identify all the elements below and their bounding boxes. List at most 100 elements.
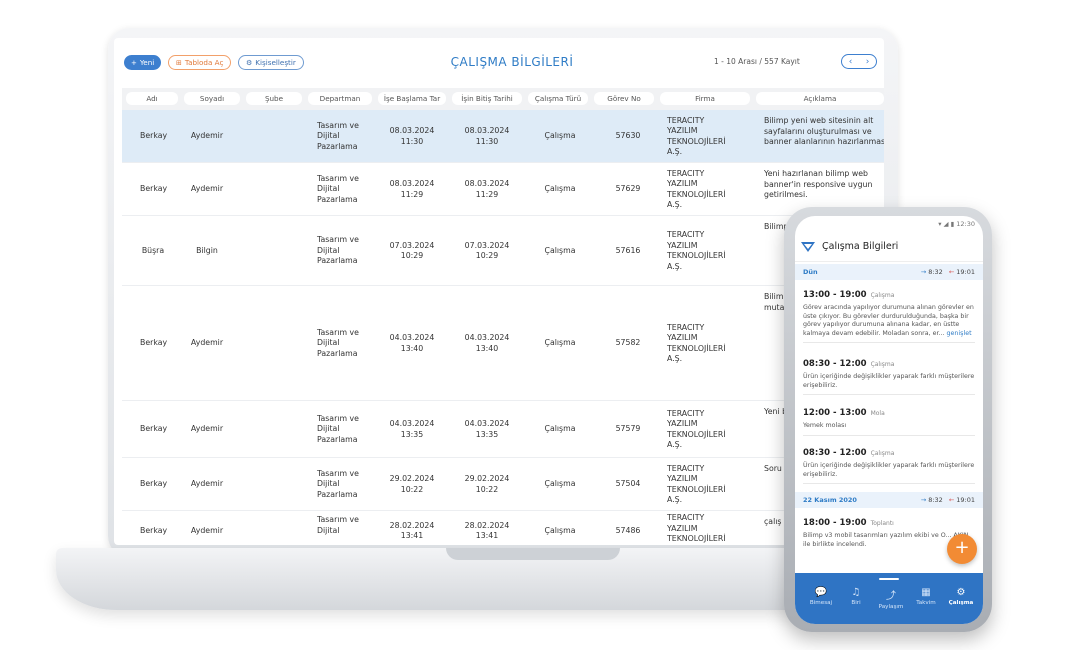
entry-description: Görev aracında yapılıyor durumuna alınan… — [803, 304, 974, 337]
sheet-handle[interactable] — [879, 578, 899, 580]
work-entry[interactable]: 08:30 - 12:00 Çalışma Ürün içeriğinde değ… — [803, 448, 975, 484]
cell-dep: Tasarım ve Dijital Pazarlama — [317, 173, 359, 204]
cell-bas: 04.03.2024 13:35 — [389, 419, 435, 439]
cell-soyad: Aydemir — [190, 525, 224, 535]
share-icon: ⤴ — [886, 591, 896, 602]
column-header[interactable]: Adı — [126, 92, 178, 105]
cell-ad: Berkay — [140, 338, 168, 348]
cell-gorev: 57629 — [615, 184, 641, 194]
nav-item-calisma[interactable]: ⚙ Çalışma — [943, 587, 979, 606]
plus-icon: + — [131, 58, 137, 67]
cell-dep: Tasarım ve Dijital Pazarlama — [317, 327, 359, 358]
cell-bit: 04.03.2024 13:40 — [464, 333, 510, 353]
next-page-icon[interactable]: › — [865, 56, 870, 67]
cell-ad: Berkay — [140, 424, 168, 434]
work-entry[interactable]: 08:30 - 12:00 Çalışma Ürün içeriğinde değ… — [803, 359, 975, 395]
work-entry[interactable]: 18:00 - 19:00 Toplantı Bilimp v3 mobil ta… — [803, 518, 975, 553]
cell-tur: Çalışma — [544, 184, 576, 194]
cell-bas: 08.03.2024 11:30 — [389, 126, 435, 146]
prev-page-icon[interactable]: ‹ — [848, 56, 853, 67]
column-header[interactable]: Şube — [246, 92, 302, 105]
gear-icon: ⚙ — [246, 58, 253, 67]
nav-label: Bimesaj — [809, 600, 833, 606]
table-row[interactable]: Berkay Aydemir Tasarım ve Dijital Pazarlam… — [122, 163, 884, 216]
table-row[interactable]: Berkay Aydemir Tasarım ve Dijital Pazarlam… — [122, 286, 884, 401]
cell-ad: Berkay — [140, 479, 168, 489]
day-label: Dün — [803, 268, 818, 276]
nav-label: Takvim — [916, 600, 936, 606]
cell-bit: 08.03.2024 11:30 — [464, 126, 510, 146]
work-entry[interactable]: 12:00 - 13:00 Mola Yemek molası — [803, 408, 975, 436]
laptop-screen: + Yeni ⊞ Tabloda Aç ⚙ Kişiselleştir ÇALIŞMA… — [114, 38, 884, 545]
cell-soyad: Aydemir — [190, 338, 224, 348]
column-header[interactable]: Görev No — [594, 92, 654, 105]
entry-description: Bilimp v3 mobil tasarımları yazılım ekib… — [803, 532, 969, 548]
check-out-time: ← 19:01 — [948, 496, 975, 504]
cell-bas: 07.03.2024 10:29 — [389, 240, 435, 261]
cell-firma: TERACITY YAZILIM TEKNOLOJİLERİ — [667, 513, 726, 543]
cell-dep: Tasarım ve Dijital Pazarlama — [317, 413, 359, 444]
entry-time: 13:00 - 19:00 — [803, 290, 867, 300]
customize-button[interactable]: ⚙ Kişiselleştir — [238, 55, 304, 70]
entry-type: Toplantı — [870, 520, 894, 527]
nav-label: Biri — [851, 600, 861, 606]
nav-item-takvim[interactable]: ▦ Takvim — [908, 587, 944, 606]
music-icon: ♫ — [851, 587, 861, 598]
cell-bit: 04.03.2024 13:35 — [464, 419, 510, 439]
nav-label: Paylaşım — [878, 604, 904, 610]
column-header[interactable]: Firma — [660, 92, 750, 105]
entry-time: 18:00 - 19:00 — [803, 518, 867, 528]
cell-gorev: 57582 — [615, 338, 641, 348]
entry-description: Ürün içeriğinde değişiklikler yaparak fa… — [803, 462, 975, 478]
table-row[interactable]: Büşra Bilgin Tasarım ve Dijital Pazarlama 0… — [122, 216, 884, 286]
entry-type: Çalışma — [870, 361, 895, 368]
cell-firma: TERACITY YAZILIM TEKNOLOJİLERİ A.Ş. — [667, 115, 726, 157]
check-out-time: ← 19:01 — [948, 268, 975, 276]
work-entry[interactable]: 13:00 - 19:00 Çalışma Görev aracında yapı… — [803, 290, 975, 343]
cell-gorev: 57579 — [615, 424, 641, 434]
cell-dep: Tasarım ve Dijital — [317, 515, 359, 535]
table-row[interactable]: Berkay Aydemir Tasarım ve Dijital 28.02.202… — [122, 511, 884, 545]
nav-item-biri[interactable]: ♫ Biri — [838, 587, 874, 606]
column-header[interactable]: İşin Bitiş Tarihi — [452, 92, 522, 105]
column-header[interactable]: İşe Başlama Tar — [378, 92, 446, 105]
column-header[interactable]: Soyadı — [184, 92, 240, 105]
table-row[interactable]: Berkay Aydemir Tasarım ve Dijital Pazarlam… — [122, 110, 884, 163]
bilimp-logo-icon — [801, 241, 815, 252]
add-entry-button[interactable]: + — [947, 534, 977, 564]
cell-firma: TERACITY YAZILIM TEKNOLOJİLERİ A.Ş. — [667, 463, 726, 505]
column-header[interactable]: Çalışma Türü — [528, 92, 588, 105]
column-header[interactable]: Departman — [308, 92, 372, 105]
expand-link[interactable]: genişlet — [946, 329, 972, 337]
laptop-notch — [446, 548, 620, 560]
new-button[interactable]: + Yeni — [124, 55, 162, 70]
record-range: 1 - 10 Arası / 557 Kayıt — [714, 57, 800, 66]
cell-gorev: 57486 — [615, 525, 641, 535]
nav-item-bimesaj[interactable]: 💬 Bimesaj — [803, 587, 839, 606]
table-icon: ⊞ — [176, 58, 182, 67]
cell-gorev: 57616 — [615, 245, 641, 255]
cell-dep: Tasarım ve Dijital Pazarlama — [317, 120, 359, 151]
column-header[interactable]: Açıklama — [756, 92, 884, 105]
check-in-time: → 8:32 — [920, 496, 943, 504]
cell-aciklama: çalış — [764, 517, 782, 526]
entry-description: Ürün içeriğinde değişiklikler yaparak fa… — [803, 373, 975, 389]
cell-tur: Çalışma — [544, 338, 576, 348]
cell-soyad: Bilgin — [196, 245, 218, 255]
cell-bit: 29.02.2024 10:22 — [464, 474, 510, 494]
open-in-table-button[interactable]: ⊞ Tabloda Aç — [168, 55, 232, 70]
new-button-label: Yeni — [139, 58, 155, 67]
chat-icon: 💬 — [814, 587, 828, 598]
cell-tur: Çalışma — [544, 479, 576, 489]
cell-bas: 28.02.2024 13:41 — [389, 520, 435, 541]
cell-soyad: Aydemir — [190, 479, 224, 489]
cell-ad: Berkay — [140, 525, 168, 535]
cell-firma: TERACITY YAZILIM TEKNOLOJİLERİ A.Ş. — [667, 230, 726, 271]
nav-item-paylasim[interactable]: ⤴ Paylaşım — [873, 587, 909, 610]
cell-bit: 28.02.2024 13:41 — [464, 520, 510, 541]
entry-type: Çalışma — [870, 292, 895, 299]
table-row[interactable]: Berkay Aydemir Tasarım ve Dijital Pazarlam… — [122, 458, 884, 511]
table-row[interactable]: Berkay Aydemir Tasarım ve Dijital Pazarlam… — [122, 401, 884, 458]
cell-tur: Çalışma — [544, 131, 576, 141]
phone-app-header: Çalışma Bilgileri — [795, 232, 983, 262]
